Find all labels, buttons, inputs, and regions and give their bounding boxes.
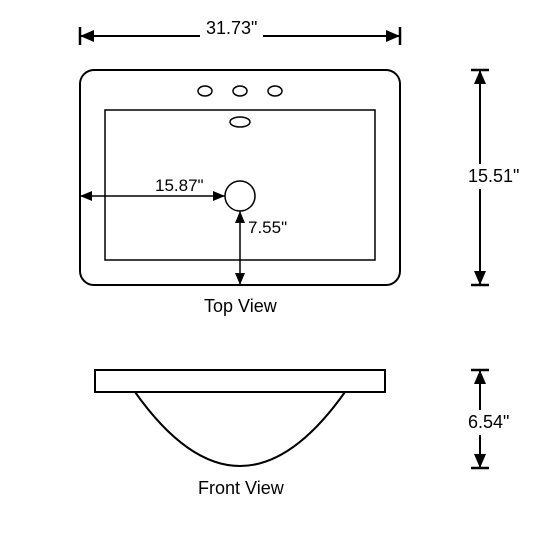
- dim-arrow-cx-left: [80, 191, 92, 201]
- dim-arrow-cx-right: [213, 191, 225, 201]
- dim-label-front-height: 6.54": [468, 410, 509, 435]
- dim-arrow-width-left: [80, 30, 94, 42]
- dim-arrow-front-bottom: [474, 454, 486, 468]
- front-top-rect: [95, 370, 385, 392]
- drain-hole: [225, 181, 255, 211]
- dim-arrow-width-right: [386, 30, 400, 42]
- front-bowl-arc: [135, 392, 345, 466]
- dim-arrow-height-bottom: [474, 271, 486, 285]
- dim-arrow-height-top: [474, 70, 486, 84]
- faucet-hole-center: [233, 86, 247, 96]
- top-view-label: Top View: [204, 296, 277, 317]
- dim-arrow-cy-bottom: [235, 273, 245, 285]
- dim-arrow-front-top: [474, 370, 486, 384]
- technical-drawing-canvas: 31.73" 15.51" 15.87" 7.55" Top View 6.54…: [0, 0, 550, 550]
- dim-label-height: 15.51": [468, 164, 519, 189]
- dim-label-cy: 7.55": [248, 218, 287, 238]
- dim-label-width: 31.73": [200, 18, 263, 39]
- faucet-hole-right: [268, 86, 282, 96]
- front-view-label: Front View: [198, 478, 284, 499]
- drawing-svg: [0, 0, 550, 550]
- dim-arrow-cy-top: [235, 211, 245, 223]
- overflow-hole: [230, 117, 250, 127]
- dim-label-cx: 15.87": [155, 176, 204, 196]
- faucet-hole-left: [198, 86, 212, 96]
